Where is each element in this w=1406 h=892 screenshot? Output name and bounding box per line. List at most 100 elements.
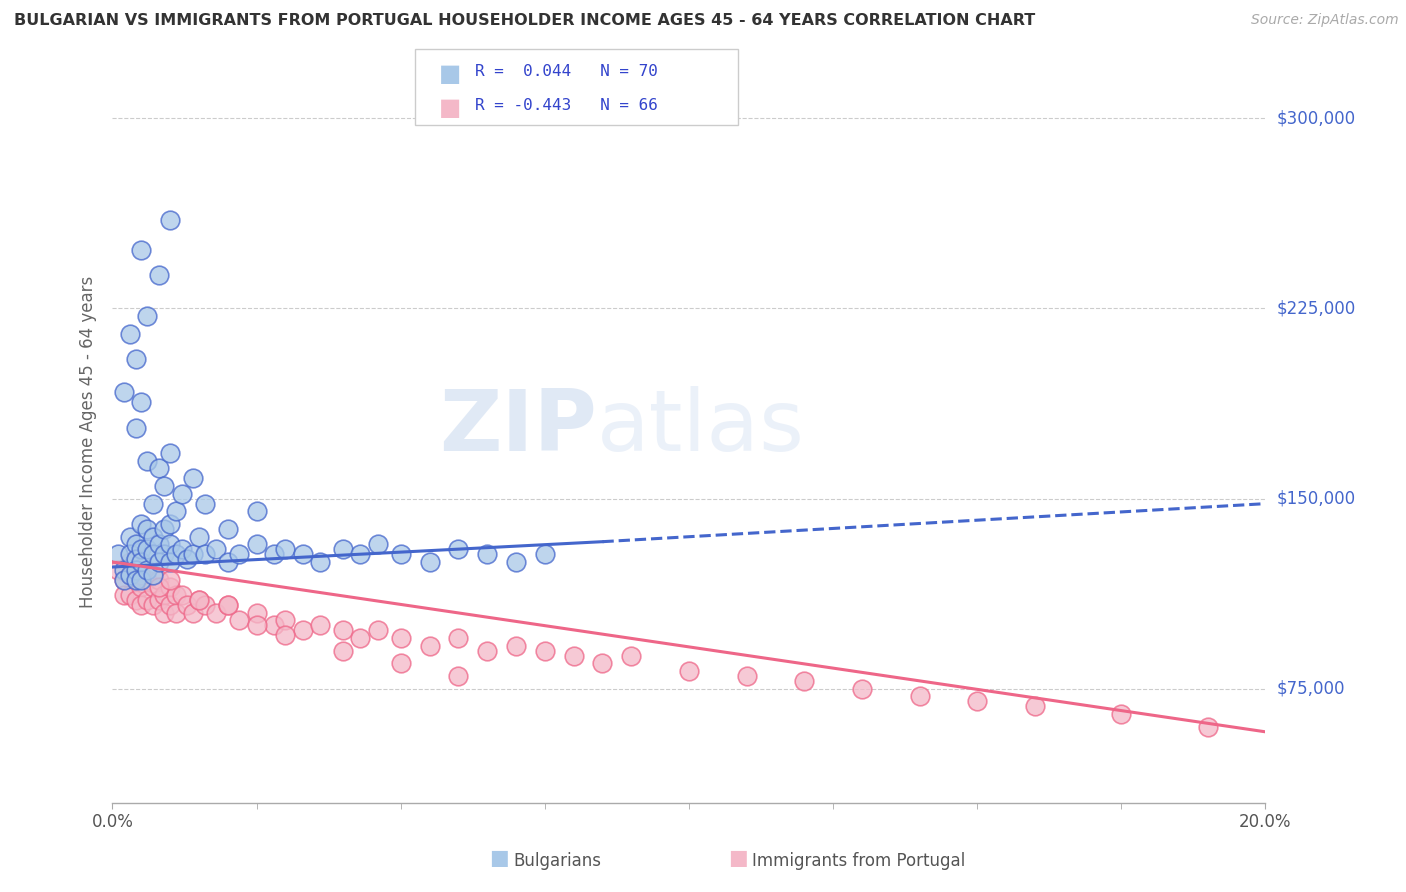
Point <box>389 631 412 645</box>
Point <box>165 588 187 602</box>
Point <box>153 588 176 602</box>
Point <box>332 643 354 657</box>
Point <box>170 542 193 557</box>
Point <box>159 555 181 569</box>
Text: Source: ZipAtlas.com: Source: ZipAtlas.com <box>1251 13 1399 28</box>
Point <box>129 573 153 587</box>
Point <box>228 613 250 627</box>
Point <box>176 552 198 566</box>
Point <box>112 385 135 400</box>
Point <box>142 598 165 612</box>
Point <box>129 555 153 569</box>
Point <box>159 573 181 587</box>
Point <box>447 669 470 683</box>
Point <box>124 352 146 367</box>
Point <box>142 530 165 544</box>
Point <box>124 420 146 434</box>
Point <box>562 648 585 663</box>
Point <box>148 593 170 607</box>
Point <box>181 606 204 620</box>
Point <box>188 593 211 607</box>
Point <box>217 555 239 569</box>
Point <box>136 563 159 577</box>
Point <box>136 522 159 536</box>
Point <box>534 643 557 657</box>
Point <box>153 479 176 493</box>
Point <box>159 580 181 594</box>
Text: ■: ■ <box>489 848 509 868</box>
Point <box>148 580 170 594</box>
Point <box>205 542 228 557</box>
Point <box>112 573 135 587</box>
Point <box>181 471 204 485</box>
Point <box>129 580 153 594</box>
Point <box>129 542 153 557</box>
Point <box>112 588 135 602</box>
Point <box>112 573 135 587</box>
Point <box>274 542 297 557</box>
Point <box>735 669 758 683</box>
Text: $75,000: $75,000 <box>1277 680 1346 698</box>
Point <box>534 547 557 561</box>
Point <box>389 547 412 561</box>
Point <box>851 681 873 696</box>
Point <box>142 497 165 511</box>
Point <box>367 624 389 638</box>
Point <box>136 573 159 587</box>
Point <box>129 567 153 582</box>
Point <box>332 624 354 638</box>
Point <box>148 555 170 569</box>
Point <box>274 613 297 627</box>
Point <box>367 537 389 551</box>
Text: ZIP: ZIP <box>439 385 596 468</box>
Point <box>309 555 332 569</box>
Point <box>118 555 141 569</box>
Point <box>107 547 129 561</box>
Point <box>194 598 217 612</box>
Point <box>263 547 285 561</box>
Point <box>505 555 527 569</box>
Point <box>678 664 700 678</box>
Point <box>159 212 181 227</box>
Point <box>592 657 614 671</box>
Point <box>107 563 129 577</box>
Point <box>124 573 146 587</box>
Text: R =  0.044   N = 70: R = 0.044 N = 70 <box>475 64 658 79</box>
Point <box>188 593 211 607</box>
Point <box>246 504 269 518</box>
Point <box>148 573 170 587</box>
Point <box>194 547 217 561</box>
Point <box>181 547 204 561</box>
Point <box>124 573 146 587</box>
Point <box>188 530 211 544</box>
Text: $150,000: $150,000 <box>1277 490 1355 508</box>
Point <box>148 537 170 551</box>
Text: BULGARIAN VS IMMIGRANTS FROM PORTUGAL HOUSEHOLDER INCOME AGES 45 - 64 YEARS CORR: BULGARIAN VS IMMIGRANTS FROM PORTUGAL HO… <box>14 13 1035 29</box>
Point <box>291 547 314 561</box>
Point <box>129 395 153 409</box>
Point <box>118 530 141 544</box>
Point <box>966 694 988 708</box>
Point <box>349 631 371 645</box>
Point <box>148 268 170 283</box>
Point <box>153 547 176 561</box>
Point <box>419 555 441 569</box>
Point <box>136 453 159 467</box>
Point <box>291 624 314 638</box>
Point <box>309 618 332 632</box>
Point <box>419 639 441 653</box>
Point <box>246 537 269 551</box>
Point <box>142 580 165 594</box>
Point <box>124 593 146 607</box>
Point <box>153 606 176 620</box>
Point <box>129 598 153 612</box>
Point <box>793 674 815 689</box>
Point <box>170 486 193 500</box>
Point <box>475 547 499 561</box>
Point <box>165 504 187 518</box>
Point <box>217 598 239 612</box>
Point <box>332 542 354 557</box>
Point <box>124 563 146 577</box>
Text: ■: ■ <box>439 96 461 120</box>
Point <box>205 606 228 620</box>
